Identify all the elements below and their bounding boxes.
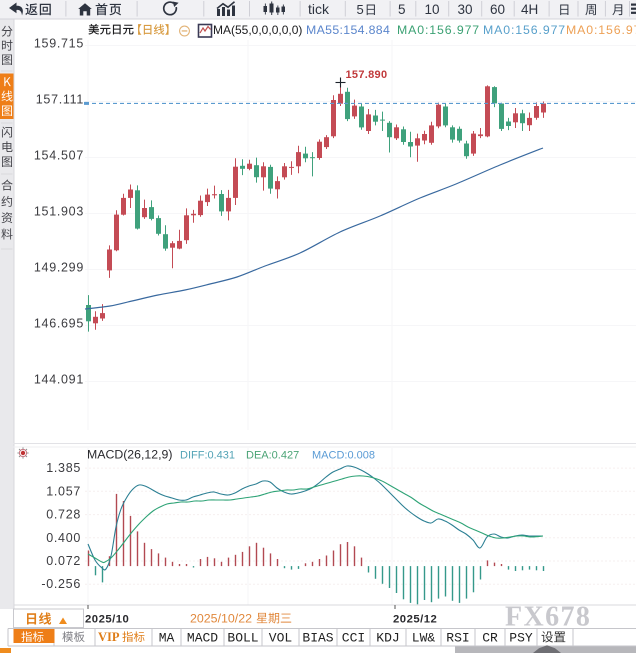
svg-text:-0.256: -0.256 <box>41 577 81 591</box>
svg-text:30: 30 <box>458 2 473 17</box>
svg-text:MA55:154.884: MA55:154.884 <box>306 23 390 37</box>
svg-text:154.507: 154.507 <box>34 148 84 162</box>
svg-text:PSY: PSY <box>509 631 533 646</box>
svg-text:157.111: 157.111 <box>36 92 84 106</box>
svg-text:5: 5 <box>398 2 406 17</box>
svg-text:CCI: CCI <box>342 631 365 646</box>
svg-text:VIP: VIP <box>98 630 120 644</box>
svg-text:RSI: RSI <box>446 631 469 646</box>
svg-text:MACD(26,12,9): MACD(26,12,9) <box>87 448 172 462</box>
svg-text:4H: 4H <box>521 2 538 17</box>
svg-text:MA0:156.977: MA0:156.977 <box>397 23 480 37</box>
svg-text:146.695: 146.695 <box>34 316 84 330</box>
svg-text:0.400: 0.400 <box>46 531 81 545</box>
svg-text:0.072: 0.072 <box>46 554 81 568</box>
svg-text:BIAS: BIAS <box>302 631 333 646</box>
svg-text:VOL: VOL <box>269 631 292 646</box>
svg-text:MACD:0.008: MACD:0.008 <box>312 450 375 462</box>
svg-text:DIFF:0.431: DIFF:0.431 <box>180 450 235 462</box>
svg-text:MA: MA <box>159 631 175 646</box>
svg-text:10: 10 <box>425 2 440 17</box>
svg-text:MA0:156.977: MA0:156.977 <box>566 23 636 37</box>
svg-text:157.890: 157.890 <box>346 69 388 81</box>
svg-text:1.057: 1.057 <box>46 484 81 498</box>
svg-text:2025/12: 2025/12 <box>393 614 437 626</box>
svg-text:2025/10: 2025/10 <box>85 614 129 626</box>
svg-text:151.903: 151.903 <box>34 204 84 218</box>
svg-text:FX678: FX678 <box>505 602 591 633</box>
svg-text:KDJ: KDJ <box>376 631 399 646</box>
svg-text:60: 60 <box>490 2 505 17</box>
svg-text:MA(55,0,0,0,0,0): MA(55,0,0,0,0,0) <box>213 23 302 37</box>
svg-text:CR: CR <box>482 631 498 646</box>
svg-text:MA0:156.977: MA0:156.977 <box>483 23 566 37</box>
svg-text:144.091: 144.091 <box>34 372 84 386</box>
svg-text:LW&: LW& <box>412 631 436 646</box>
svg-text:5: 5 <box>357 2 364 17</box>
svg-text:1.385: 1.385 <box>46 461 81 475</box>
svg-text:BOLL: BOLL <box>227 631 258 646</box>
svg-text:2025/10/22: 2025/10/22 <box>190 612 252 626</box>
svg-text:159.715: 159.715 <box>34 36 84 50</box>
svg-text:DEA:0.427: DEA:0.427 <box>246 450 299 462</box>
svg-text:MACD: MACD <box>187 631 218 646</box>
svg-text:0.728: 0.728 <box>46 508 81 522</box>
svg-text:149.299: 149.299 <box>34 260 84 274</box>
svg-text:tick: tick <box>308 1 330 17</box>
